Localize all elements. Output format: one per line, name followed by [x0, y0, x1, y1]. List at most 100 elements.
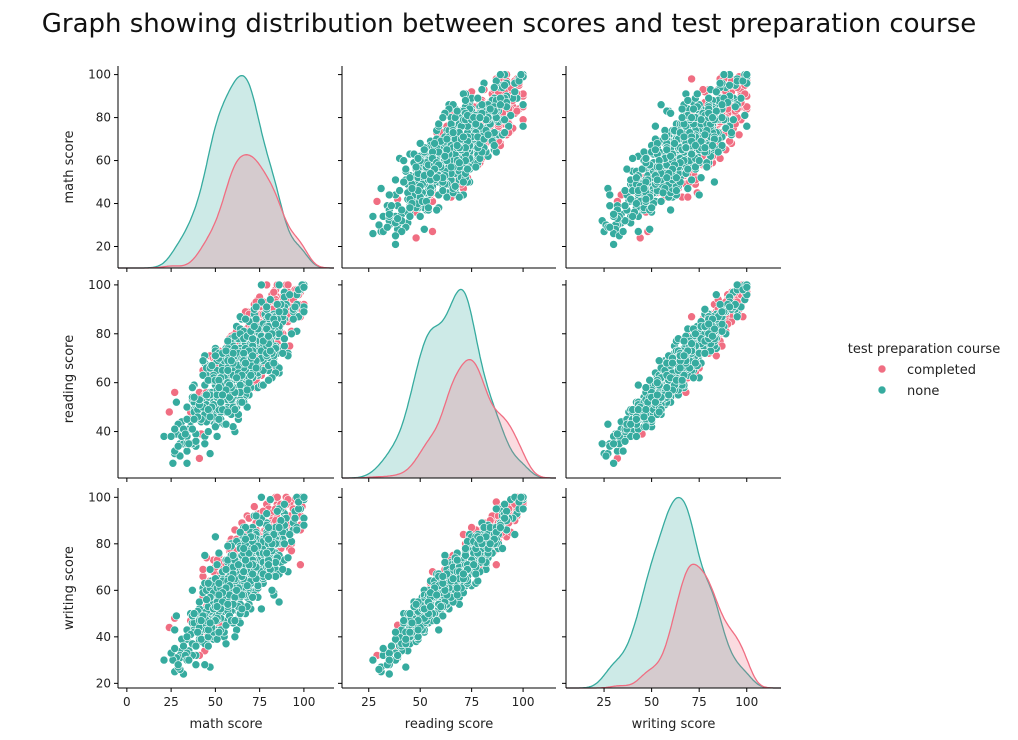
scatter-point-none [518, 121, 528, 131]
scatter-point-none [202, 390, 211, 400]
scatter-point-none [700, 130, 710, 140]
scatter-point-none [473, 93, 483, 103]
scatter-point-none [628, 154, 637, 163]
scatter-point-none [223, 407, 233, 417]
scatter-point-none [285, 290, 295, 300]
scatter-point-none [216, 397, 225, 407]
scatter-point-none [159, 655, 169, 665]
scatter-point-none [214, 414, 224, 424]
scatter-point-none [679, 336, 689, 346]
scatter-point-none [251, 314, 261, 324]
scatter-point-none [489, 83, 499, 92]
scatter-point-none [463, 164, 472, 174]
scatter-point-none [618, 227, 628, 236]
scatter-point-none [376, 184, 386, 193]
scatter-point-none [265, 346, 275, 356]
scatter-point-none [271, 572, 280, 581]
scatter-point-none [212, 432, 222, 441]
panel-0-2 [562, 66, 781, 272]
scatter-point-none [450, 182, 460, 191]
scatter-point-none [405, 212, 415, 221]
scatter-point-none [368, 229, 378, 238]
scatter-point-none [609, 458, 618, 468]
scatter-point-none [500, 115, 509, 124]
scatter-point-none [278, 348, 288, 358]
scatter-point-none [689, 104, 698, 114]
scatter-point-none [452, 106, 462, 116]
scatter-point-none [710, 177, 719, 187]
scatter-point-none [241, 358, 250, 368]
scatter-point-none [274, 307, 284, 317]
scatter-point-none [221, 639, 231, 649]
scatter-point-completed [428, 227, 437, 236]
scatter-point-none [730, 102, 740, 112]
scatter-point-none [196, 616, 206, 625]
scatter-point-none [477, 100, 487, 109]
scatter-point-none [189, 392, 199, 402]
scatter-point-none [204, 405, 213, 414]
scatter-point-none [204, 427, 213, 436]
scatter-point-none [257, 280, 266, 290]
scatter-point-completed [195, 454, 204, 463]
scatter-point-none [605, 222, 615, 232]
scatter-point-none [172, 611, 181, 621]
scatter-point-none [633, 227, 643, 236]
scatter-point-none [299, 282, 309, 292]
scatter-point-none [641, 194, 651, 204]
scatter-point-none [384, 210, 394, 219]
scatter-point-none [399, 156, 409, 165]
scatter-point-none [288, 314, 298, 324]
scatter-point-none [496, 70, 505, 79]
scatter-point-none [419, 225, 429, 234]
scatter-point-none [483, 130, 493, 140]
scatter-point-none [641, 383, 651, 392]
scatter-point-none [272, 300, 282, 309]
panel-1-1 [338, 280, 556, 482]
scatter-point-none [397, 227, 407, 236]
scatter-point-none [368, 212, 378, 221]
scatter-point-none [485, 104, 495, 114]
scatter-point-none [200, 551, 210, 560]
scatter-point-none [214, 548, 224, 558]
scatter-point-completed [283, 280, 293, 290]
scatter-point-none [708, 331, 717, 341]
scatter-point-none [597, 439, 607, 449]
scatter-point-none [668, 358, 677, 368]
scatter-point-none [506, 111, 516, 120]
scatter-point-none [715, 78, 725, 88]
scatter-point-none [214, 383, 224, 392]
scatter-point-none [654, 162, 664, 172]
scatter-point-none [170, 644, 179, 653]
scatter-point-none [620, 201, 630, 210]
scatter-point-none [711, 87, 721, 97]
y-tick-label: 60 [96, 154, 111, 168]
scatter-point-none [628, 212, 637, 221]
scatter-point-none [212, 560, 222, 570]
panel-1-2 [562, 280, 781, 482]
scatter-point-none [159, 432, 169, 441]
scatter-point-none [242, 385, 252, 395]
scatter-point-none [687, 149, 696, 159]
scatter-point-none [666, 205, 675, 215]
scatter-point-none [639, 184, 649, 193]
kde-fill-completed [118, 154, 334, 268]
scatter-point-none [454, 192, 464, 202]
scatter-point-completed [734, 130, 744, 140]
scatter-point-none [609, 240, 618, 249]
scatter-point-none [666, 109, 675, 118]
scatter-point-none [237, 397, 247, 407]
scatter-point-completed [165, 407, 174, 417]
scatter-point-none [696, 173, 706, 182]
scatter-point-none [461, 96, 470, 105]
scatter-point-none [609, 210, 618, 219]
scatter-point-none [415, 139, 425, 148]
scatter-point-none [202, 595, 211, 604]
scatter-point-none [717, 307, 727, 317]
scatter-point-none [280, 334, 289, 344]
scatter-point-none [700, 143, 710, 152]
scatter-point-none [740, 111, 750, 120]
scatter-point-none [605, 201, 615, 210]
scatter-point-none [654, 356, 664, 366]
